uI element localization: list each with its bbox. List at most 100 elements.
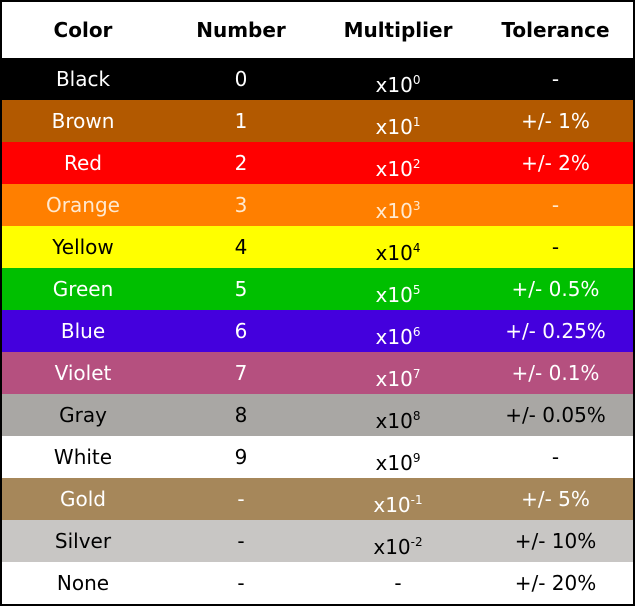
table-row: Green 5 x105 +/- 0.5% <box>2 268 633 310</box>
header-cell: Number <box>196 18 286 42</box>
tolerance-cell: +/- 0.5% <box>511 277 600 301</box>
multiplier-base: x10 <box>375 451 413 475</box>
multiplier-exponent: 2 <box>412 157 421 171</box>
multiplier-base: x10 <box>375 199 413 223</box>
multiplier-cell: x107 <box>318 352 478 394</box>
color-cell: Blue <box>60 319 106 343</box>
color-cell: Orange <box>46 193 120 217</box>
number-cell: 9 <box>234 445 248 469</box>
multiplier-exponent: 4 <box>412 241 421 255</box>
multiplier-exponent: -2 <box>410 535 423 549</box>
tolerance-cell: +/- 10% <box>514 529 597 553</box>
multiplier-base: x10 <box>375 73 413 97</box>
multiplier: x101 <box>376 115 421 139</box>
multiplier-cell: x101 <box>318 100 478 142</box>
multiplier-exponent: 1 <box>412 115 421 129</box>
color-cell: White <box>53 445 113 469</box>
multiplier: x106 <box>376 325 421 349</box>
multiplier-base: x10 <box>375 157 413 181</box>
table-row: Yellow 4 x104- <box>2 226 633 268</box>
multiplier: - <box>394 571 401 595</box>
multiplier: x107 <box>376 367 421 391</box>
multiplier-base: x10 <box>375 115 413 139</box>
header-row: Color Number Multiplier Tolerance <box>2 2 633 58</box>
multiplier-base: x10 <box>373 493 411 517</box>
number-cell: - <box>237 571 245 595</box>
tolerance-cell: +/- 20% <box>514 571 597 595</box>
header-cell: Color <box>53 18 113 42</box>
multiplier: x105 <box>376 283 421 307</box>
number-cell: 5 <box>234 277 248 301</box>
number-cell: - <box>237 529 245 553</box>
number-cell: 2 <box>234 151 248 175</box>
multiplier-cell: x10-2 <box>318 520 478 562</box>
color-cell: Yellow <box>52 235 114 259</box>
tolerance-cell: +/- 0.1% <box>511 361 600 385</box>
header-cell: Multiplier <box>343 18 453 42</box>
tolerance-cell: +/- 0.05% <box>505 403 606 427</box>
multiplier-exponent: 0 <box>412 73 421 87</box>
header-cell: Tolerance <box>501 18 610 42</box>
multiplier: x109 <box>376 451 421 475</box>
multiplier-cell: - <box>318 562 478 604</box>
multiplier: x10-2 <box>373 535 422 559</box>
multiplier-cell: x105 <box>318 268 478 310</box>
color-cell: Black <box>55 67 111 91</box>
color-cell: Gray <box>59 403 107 427</box>
multiplier-base: x10 <box>375 283 413 307</box>
tolerance-cell: - <box>551 445 560 469</box>
tolerance-cell: +/- 2% <box>521 151 590 175</box>
number-cell: 7 <box>234 361 248 385</box>
multiplier: x102 <box>376 157 421 181</box>
tolerance-cell: - <box>551 193 560 217</box>
number-cell: 1 <box>234 109 248 133</box>
table-row: White 9 x109- <box>2 436 633 478</box>
multiplier-exponent: 6 <box>412 325 421 339</box>
table-row: Red 2 x102 +/- 2% <box>2 142 633 184</box>
number-cell: 4 <box>234 235 248 259</box>
tolerance-cell: +/- 1% <box>521 109 590 133</box>
multiplier-cell: x104 <box>318 226 478 268</box>
number-cell: 3 <box>234 193 248 217</box>
multiplier-cell: x100 <box>318 58 478 100</box>
multiplier: x10-1 <box>373 493 422 517</box>
multiplier: x103 <box>376 199 421 223</box>
multiplier-cell: x102 <box>318 142 478 184</box>
tolerance-cell: - <box>551 235 560 259</box>
tolerance-cell: - <box>551 67 560 91</box>
multiplier-cell: x108 <box>318 394 478 436</box>
color-cell: Red <box>64 151 102 175</box>
multiplier-cell: x109 <box>318 436 478 478</box>
multiplier-cell: x10-1 <box>318 478 478 520</box>
table-row: Silver - x10-2 +/- 10% <box>2 520 633 562</box>
table-row: Blue 6 x106 +/- 0.25% <box>2 310 633 352</box>
multiplier-exponent: 9 <box>412 451 421 465</box>
color-cell: Violet <box>54 361 112 385</box>
number-cell: 8 <box>234 403 248 427</box>
multiplier: x104 <box>376 241 421 265</box>
multiplier-base: - <box>394 571 402 595</box>
color-cell: Silver <box>54 529 112 553</box>
multiplier-exponent: 7 <box>412 367 421 381</box>
multiplier-exponent: 3 <box>412 199 421 213</box>
number-cell: - <box>237 487 245 511</box>
multiplier-exponent: -1 <box>410 493 423 507</box>
number-cell: 0 <box>234 67 248 91</box>
multiplier-base: x10 <box>375 409 413 433</box>
tolerance-cell: +/- 5% <box>521 487 590 511</box>
multiplier: x108 <box>376 409 421 433</box>
multiplier-cell: x106 <box>318 310 478 352</box>
color-cell: Green <box>52 277 114 301</box>
multiplier-base: x10 <box>375 325 413 349</box>
table-row: Orange 3 x103- <box>2 184 633 226</box>
color-cell: Gold <box>60 487 106 511</box>
color-cell: None <box>56 571 110 595</box>
color-cell: Brown <box>51 109 115 133</box>
table-row: None - - +/- 20% <box>2 562 633 604</box>
table-row: Brown 1 x101 +/- 1% <box>2 100 633 142</box>
table-row: Black 0 x100- <box>2 58 633 100</box>
multiplier-exponent: 5 <box>412 283 421 297</box>
table-row: Violet 7 x107 +/- 0.1% <box>2 352 633 394</box>
